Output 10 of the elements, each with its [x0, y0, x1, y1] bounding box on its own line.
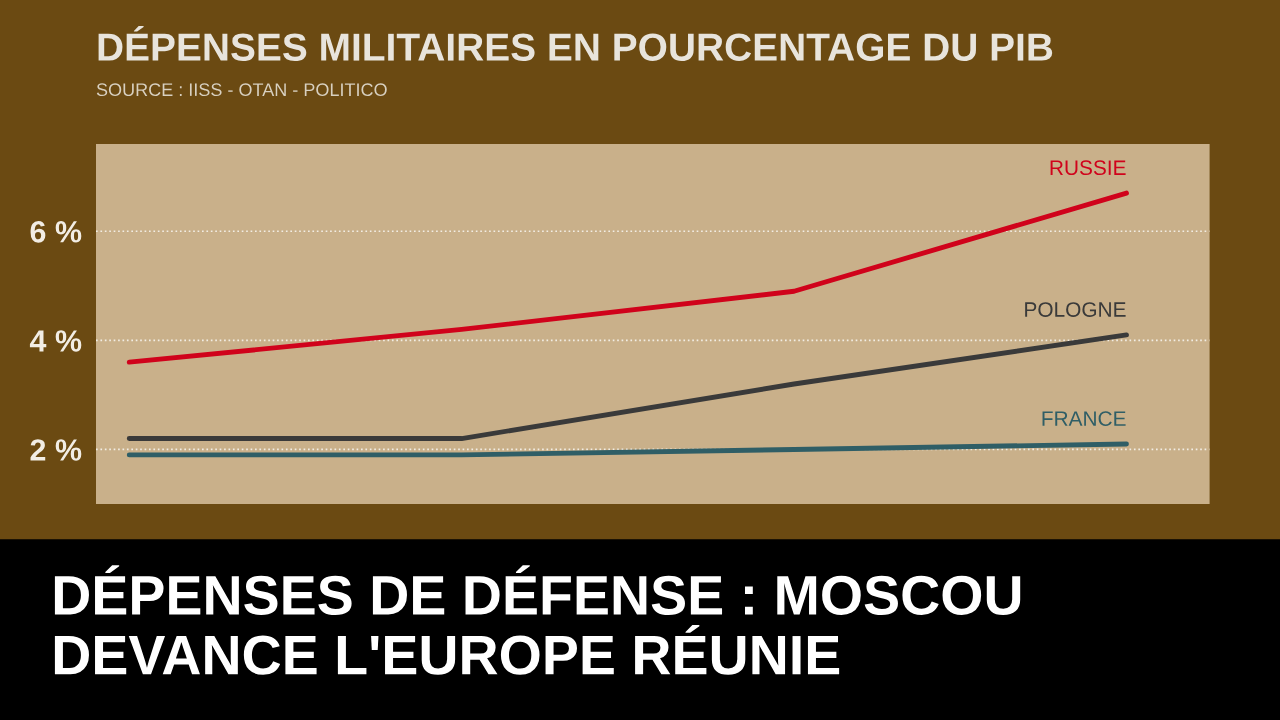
source-note: SOURCE : IISS - OTAN - POLITICO [96, 83, 387, 97]
y-tick-label: 4 % [29, 330, 82, 352]
chart-title: DÉPENSES MILITAIRES EN POURCENTAGE DU PIB [98, 26, 1053, 61]
series-label: RUSSIE [1050, 160, 1126, 176]
series-label: POLOGNE [1025, 302, 1126, 317]
series-label: FRANCE [1042, 411, 1126, 426]
y-tick-label: 6 % [30, 221, 82, 243]
y-tick-label: 2 % [30, 439, 82, 461]
text: DÉPENSES DE DÉFENSE : MOSCOU DEVANCE L'EUROPE RÉUNIE [54, 565, 1021, 675]
line-series [126, 190, 1129, 365]
